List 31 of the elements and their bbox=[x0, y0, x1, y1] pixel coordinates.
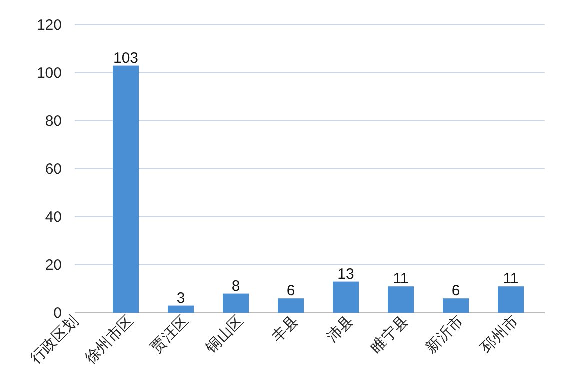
x-tick-label: 徐州市区 bbox=[82, 312, 137, 368]
x-tick-label: 铜山区 bbox=[202, 312, 247, 358]
x-tick-label: 丰县 bbox=[268, 312, 302, 346]
x-tick-label: 邳州市 bbox=[478, 312, 522, 357]
y-tick-label: 0 bbox=[54, 305, 62, 322]
x-tick-label: 沛县 bbox=[324, 312, 357, 346]
data-label: 6 bbox=[452, 282, 460, 300]
y-tick-label: 100 bbox=[36, 65, 62, 82]
data-label: 103 bbox=[113, 50, 139, 67]
data-label: 11 bbox=[393, 270, 409, 288]
y-tick-label: 40 bbox=[45, 209, 62, 226]
x-tick-label: 新沂市 bbox=[422, 312, 467, 357]
bar bbox=[278, 298, 304, 313]
bar bbox=[333, 282, 359, 313]
data-label: 11 bbox=[503, 270, 519, 288]
y-tick-label: 120 bbox=[36, 17, 62, 34]
bar bbox=[498, 286, 524, 313]
y-tick-label: 60 bbox=[45, 161, 62, 178]
data-label: 6 bbox=[286, 282, 296, 300]
data-label: 3 bbox=[176, 290, 186, 307]
y-tick-label: 20 bbox=[45, 257, 62, 274]
data-label: 13 bbox=[338, 266, 354, 283]
bar bbox=[168, 306, 194, 313]
bar bbox=[388, 286, 414, 313]
x-tick-label: 睢宁县 bbox=[368, 312, 412, 357]
data-label: 8 bbox=[232, 278, 240, 295]
x-tick-label: 贾汪区 bbox=[148, 312, 192, 357]
bar bbox=[223, 294, 249, 313]
bar bbox=[113, 66, 139, 313]
bar bbox=[443, 298, 469, 313]
y-tick-label: 80 bbox=[45, 113, 62, 130]
